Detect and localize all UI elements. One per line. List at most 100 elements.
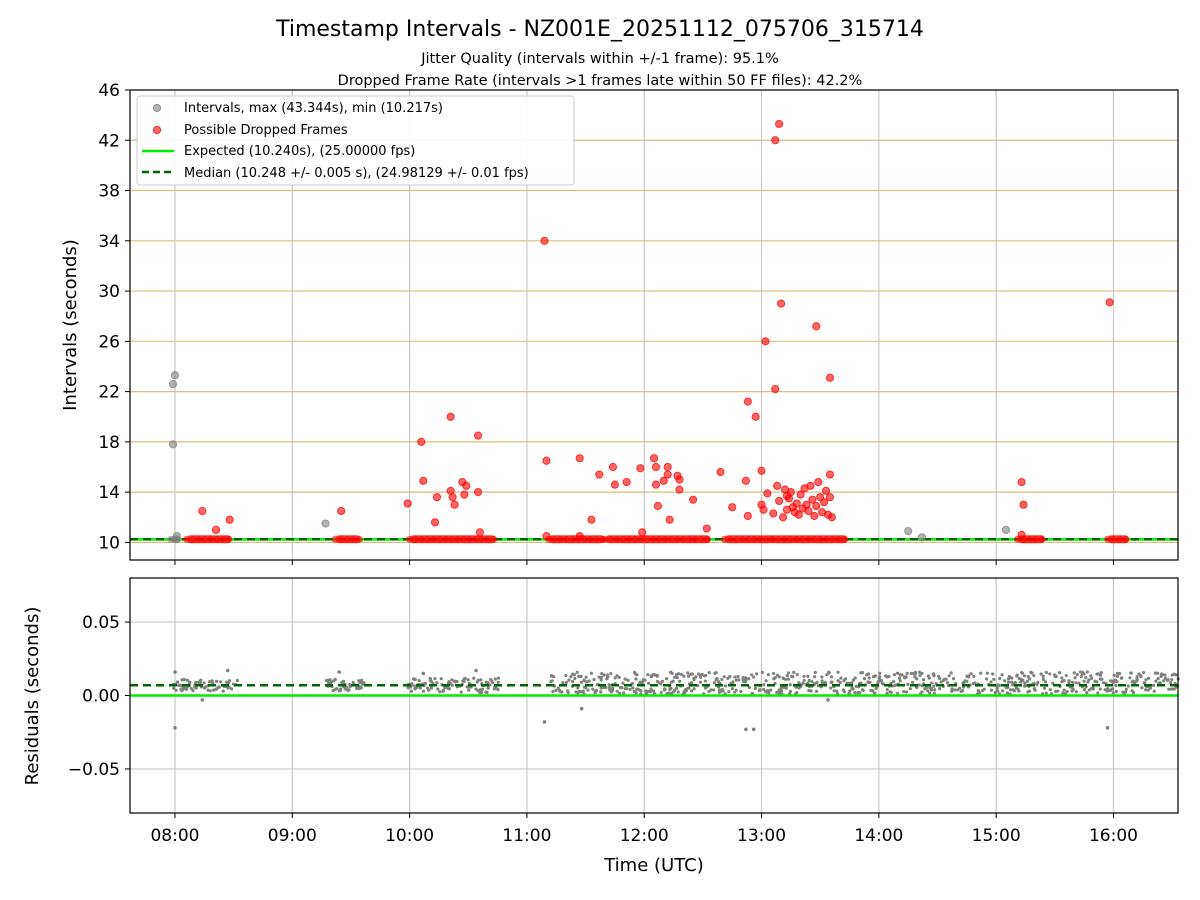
residual-point	[1048, 688, 1052, 692]
interval-point	[685, 535, 693, 543]
residual-point	[592, 677, 596, 682]
chart-title: Timestamp Intervals - NZ001E_20251112_07…	[275, 17, 924, 42]
residual-point	[605, 673, 610, 677]
residual-point	[780, 689, 784, 693]
dropped-frame-point	[419, 476, 428, 485]
x-tick-label: 11:00	[502, 826, 551, 846]
residual-point	[734, 678, 738, 682]
residual-point	[917, 670, 922, 674]
residual-point	[676, 672, 681, 676]
residual-point	[172, 686, 176, 690]
intervals-y-tick-label: 38	[98, 182, 120, 202]
residual-point	[581, 689, 585, 693]
residual-point	[913, 675, 917, 679]
residual-point	[734, 688, 738, 692]
residual-point	[659, 682, 663, 686]
residual-point	[1090, 676, 1094, 680]
x-tick-label: 12:00	[620, 826, 669, 846]
residual-point	[1006, 680, 1011, 684]
residual-point	[623, 677, 627, 681]
residual-point	[360, 678, 364, 682]
interval-point	[489, 535, 498, 543]
residual-point	[836, 670, 840, 674]
residual-point	[689, 689, 694, 693]
residual-point	[709, 688, 713, 692]
residual-point	[878, 671, 882, 675]
interval-point	[720, 535, 728, 543]
residual-point	[1143, 688, 1148, 692]
residual-point	[739, 689, 743, 694]
residual-point	[1124, 687, 1128, 691]
dropped-frame-point	[636, 464, 645, 473]
residual-point	[413, 677, 417, 682]
residual-point	[554, 688, 558, 692]
interval-point	[429, 535, 438, 543]
residual-point	[584, 680, 588, 684]
dropped-frame-point	[403, 499, 412, 508]
residual-point	[930, 681, 934, 685]
interval-point	[756, 535, 764, 543]
interval-point	[762, 535, 770, 543]
residual-point	[1032, 673, 1036, 678]
residual-point	[752, 675, 756, 679]
residual-point	[860, 688, 865, 692]
residual-point	[784, 686, 788, 690]
residual-point	[1174, 673, 1178, 677]
interval-point	[465, 535, 474, 543]
residual-point	[747, 677, 751, 681]
residual-point	[904, 675, 908, 679]
interval-point	[655, 535, 663, 543]
dropped-frame-point	[716, 467, 725, 477]
residual-point	[802, 678, 806, 683]
residual-point	[904, 690, 909, 694]
interval-point	[219, 535, 227, 543]
residual-point	[1120, 676, 1124, 680]
residual-point	[895, 671, 900, 675]
residual-point	[441, 688, 445, 693]
interval-point	[411, 535, 420, 543]
residual-point	[786, 677, 791, 681]
residual-point	[1074, 681, 1078, 685]
residual-point	[878, 674, 882, 679]
residual-point	[551, 689, 555, 694]
residual-point	[333, 677, 337, 682]
interval-point	[1032, 535, 1040, 543]
residual-point	[972, 674, 976, 678]
interval-point	[405, 535, 414, 543]
legend-label-expected: Expected (10.240s), (25.00000 fps)	[184, 144, 415, 159]
residual-point	[678, 679, 682, 683]
residual-point	[913, 672, 918, 676]
residual-point	[753, 686, 757, 690]
residual-point	[1128, 676, 1132, 680]
residual-point	[938, 676, 942, 681]
residual-point	[567, 678, 571, 682]
residual-point	[862, 677, 867, 681]
residual-point	[820, 675, 824, 679]
residual-point	[851, 678, 856, 682]
residual-point	[621, 681, 625, 685]
residual-point	[1129, 671, 1133, 675]
residual-point	[809, 689, 813, 693]
intervals-y-tick-label: 42	[98, 131, 120, 151]
residual-point	[813, 675, 817, 679]
residual-point	[1148, 686, 1153, 690]
interval-point	[477, 535, 486, 543]
residual-point	[853, 691, 857, 695]
interval-point	[738, 535, 746, 543]
residual-point	[1025, 679, 1030, 683]
residual-point	[698, 680, 703, 684]
residual-point	[1021, 678, 1025, 682]
residual-point	[597, 675, 601, 679]
residual-point	[211, 688, 216, 692]
interval-point	[447, 535, 456, 543]
residual-point	[1087, 678, 1091, 682]
x-axis-label: Time (UTC)	[603, 855, 704, 876]
dropped-frame-point	[649, 454, 659, 463]
dropped-frame-point	[462, 481, 471, 490]
interval-point	[679, 535, 687, 543]
residual-point	[932, 691, 936, 695]
residual-point	[1042, 686, 1047, 690]
interval-point	[168, 440, 178, 449]
residual-point	[900, 673, 904, 677]
legend-entry-median: Median (10.248 +/- 0.005 s), (24.98129 +…	[142, 166, 529, 181]
